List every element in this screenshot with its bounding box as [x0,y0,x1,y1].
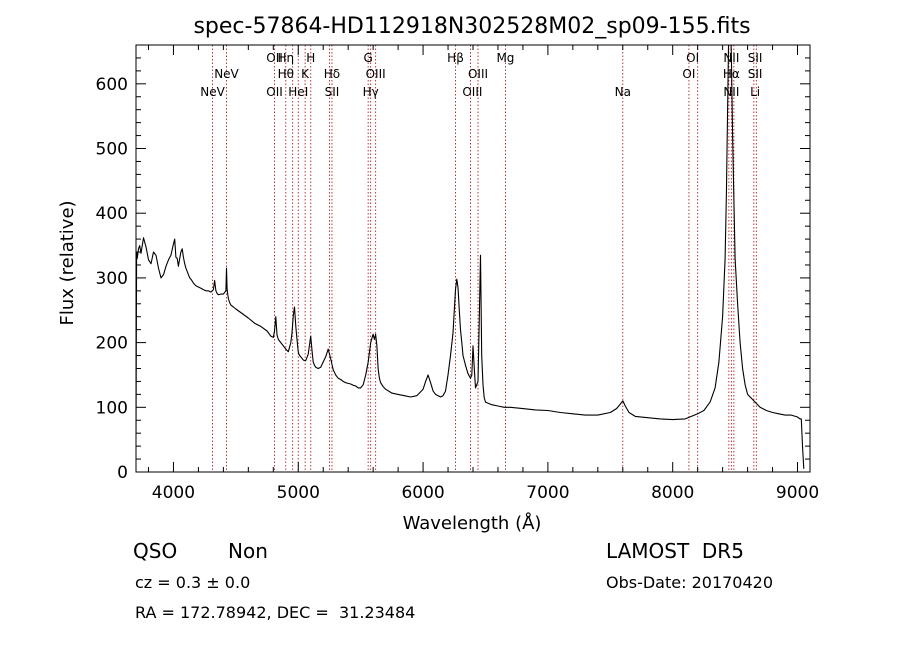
line-label-10: SII [325,85,340,99]
spectrum-line [136,45,805,469]
plot-frame [135,44,811,473]
y-tick-label-1: 100 [96,398,128,418]
line-label-2: OII [266,85,283,99]
line-label-15: OIII [468,67,488,81]
observation-date: Obs-Date: 20170420 [606,573,774,592]
line-label-24: SII [748,51,763,65]
y-tick-label-2: 200 [96,334,128,354]
line-label-7: K [301,67,310,81]
line-label-13: Hγ [363,85,379,99]
spectrum-series [136,45,805,469]
y-axis-label: Flux (relative) [57,200,78,325]
line-label-19: OI [686,51,699,65]
line-label-1: NeV [214,67,239,81]
x-tick-label-0: 4000 [152,483,195,503]
survey-label: LAMOST DR5 [606,539,744,563]
line-label-17: Mg [496,51,514,65]
x-axis-label: Wavelength (Å) [403,512,542,534]
x-tick-label-4: 8000 [651,483,694,503]
line-label-12: OIII [366,67,386,81]
line-label-16: OIII [462,85,482,99]
x-tick-label-1: 5000 [277,483,320,503]
subclass-label: Non [228,539,268,563]
y-tick-label-4: 400 [96,204,128,224]
class-label: QSO [133,539,178,563]
y-tick-label-3: 300 [96,269,128,289]
x-tick-label-2: 6000 [401,483,444,503]
y-tick-label-5: 500 [96,140,128,160]
y-tick-label-0: 0 [117,463,128,483]
emission-line-markers [212,45,757,472]
line-label-0: NeV [200,85,225,99]
line-label-14: Hβ [447,51,464,65]
line-label-8: H [306,51,315,65]
x-tick-label-5: 9000 [776,483,819,503]
line-label-25: SII [748,67,763,81]
coordinates-readout: RA = 172.78942, DEC = 31.23484 [135,603,416,622]
line-label-6: HeI [288,85,308,99]
line-label-18: Na [615,85,631,99]
line-label-3: OII [266,51,283,65]
x-tick-label-3: 7000 [526,483,569,503]
chart-title: spec-57864-HD112918N302528M02_sp09-155.f… [193,14,750,39]
line-label-26: Li [750,85,760,99]
axes: 4000 5000 6000 7000 8000 9000 0 100 200 300 400 500… [96,44,819,503]
line-label-9: Hδ [324,67,340,81]
line-labels: NeVNeVOIIOIIHηHθHeIKHHδSIIGOIIIHγHβOIIIO… [200,51,762,99]
line-label-11: G [363,51,372,65]
y-tick-label-6: 600 [96,75,128,95]
line-label-5: Hθ [278,67,294,81]
redshift-readout: cz = 0.3 ± 0.0 [135,573,251,592]
line-label-4: Hη [277,51,294,65]
line-label-20: OI [682,67,695,81]
